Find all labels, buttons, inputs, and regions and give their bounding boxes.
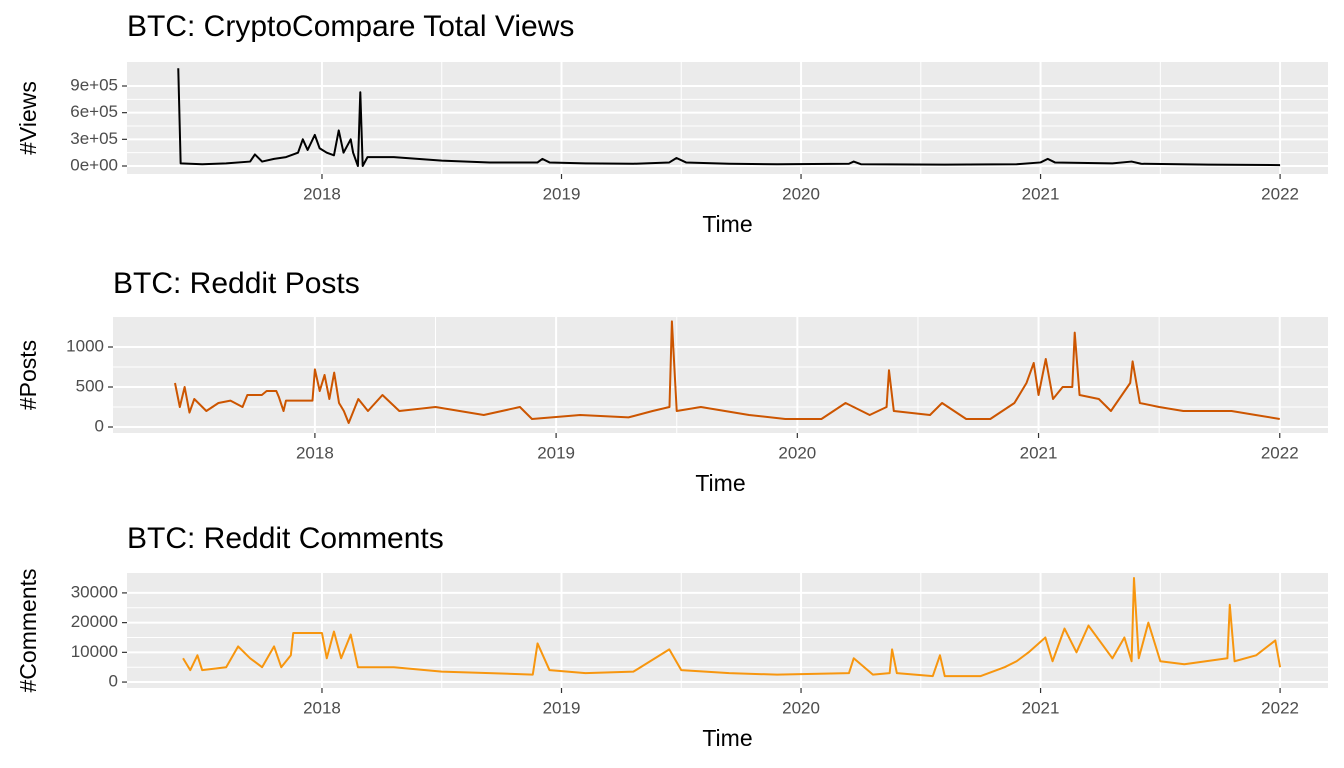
x-tick-label: 2020 <box>782 698 820 717</box>
chart-title: BTC: Reddit Comments <box>127 522 444 555</box>
chart-title: BTC: CryptoCompare Total Views <box>127 10 574 43</box>
plot-panel <box>127 573 1328 688</box>
x-tick-label: 2019 <box>543 184 581 203</box>
series-line <box>182 577 1282 678</box>
x-tick-label: 2019 <box>543 698 581 717</box>
x-axis-title: Time <box>702 725 752 751</box>
x-tick-label: 2019 <box>537 443 575 462</box>
x-axis-title: Time <box>695 470 745 496</box>
y-tick-label: 0e+00 <box>70 155 118 174</box>
x-tick-label: 2018 <box>303 184 341 203</box>
y-axis-title: #Comments <box>15 569 41 693</box>
x-tick-label: 2022 <box>1261 184 1299 203</box>
y-tick-label: 0 <box>95 416 104 435</box>
plot-panel <box>127 62 1328 174</box>
y-tick-label: 1000 <box>66 336 104 355</box>
y-axis-title: #Posts <box>15 340 41 410</box>
x-tick-label: 2018 <box>296 443 334 462</box>
x-tick-label: 2021 <box>1022 184 1060 203</box>
x-tick-label: 2018 <box>303 698 341 717</box>
y-tick-label: 20000 <box>71 612 118 631</box>
y-tick-label: 10000 <box>71 642 118 661</box>
chart-title: BTC: Reddit Posts <box>113 267 360 300</box>
series-line <box>177 68 1281 167</box>
y-tick-label: 0 <box>109 672 118 691</box>
y-tick-label: 30000 <box>71 582 118 601</box>
x-tick-label: 2022 <box>1261 698 1299 717</box>
y-tick-label: 6e+05 <box>70 102 118 121</box>
plot-panel <box>113 317 1328 433</box>
series-line <box>174 320 1280 424</box>
y-tick-label: 3e+05 <box>70 129 118 148</box>
x-tick-label: 2021 <box>1020 443 1058 462</box>
x-tick-label: 2021 <box>1022 698 1060 717</box>
y-tick-label: 9e+05 <box>70 75 118 94</box>
x-axis-title: Time <box>702 211 752 237</box>
x-tick-label: 2020 <box>778 443 816 462</box>
x-tick-label: 2022 <box>1261 443 1299 462</box>
y-axis-title: #Views <box>15 81 41 155</box>
x-tick-label: 2020 <box>782 184 820 203</box>
y-tick-label: 500 <box>76 376 104 395</box>
